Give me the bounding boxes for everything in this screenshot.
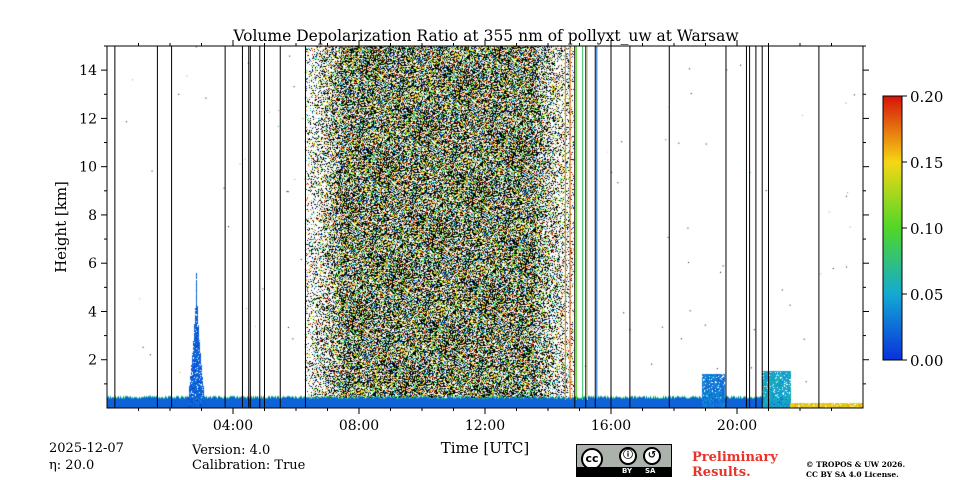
y-tick-label: 12 xyxy=(79,111,97,127)
license-line: CC BY SA 4.0 License. xyxy=(806,470,899,479)
colorbar-tick-label: 0.15 xyxy=(910,154,943,172)
share-alike-icon: ↺ xyxy=(643,447,661,465)
x-tick-label: 12:00 xyxy=(465,418,505,434)
colorbar-tick-label: 0.20 xyxy=(910,88,943,106)
badge-strip xyxy=(577,467,671,476)
attribution-icon: ⓘ xyxy=(619,447,637,465)
y-tick-label: 8 xyxy=(88,208,97,224)
y-tick-label: 10 xyxy=(79,160,97,176)
colorbar-frame xyxy=(882,95,903,361)
x-tick-label: 04:00 xyxy=(213,418,253,434)
y-tick-label: 6 xyxy=(88,256,97,272)
x-tick-label: 20:00 xyxy=(717,418,757,434)
eta-label: η: 20.0 xyxy=(49,458,95,473)
cc-license-badge: cc ⓘ ↺ BY SA xyxy=(576,444,672,477)
y-tick-label: 14 xyxy=(79,63,97,79)
by-label: BY xyxy=(622,467,633,475)
date-label: 2025-12-07 xyxy=(49,441,124,456)
colorbar-tick-label: 0.10 xyxy=(910,220,943,238)
x-axis-label: Time [UTC] xyxy=(441,439,530,457)
x-tick-label: 08:00 xyxy=(339,418,379,434)
calibration-label: Calibration: True xyxy=(192,458,306,473)
y-axis-label: Height [km] xyxy=(52,181,70,273)
results-label: Results. xyxy=(692,465,751,480)
y-tick-label: 4 xyxy=(88,304,97,320)
colorbar-tick-label: 0.00 xyxy=(910,352,943,370)
colorbar-gradient xyxy=(883,96,902,360)
chart-title: Volume Depolarization Ratio at 355 nm of… xyxy=(232,27,739,45)
copyright-line: © TROPOS & UW 2026. xyxy=(806,460,906,469)
y-tick-label: 2 xyxy=(88,353,97,369)
preliminary-label: Preliminary xyxy=(692,450,778,465)
colorbar-tick-label: 0.05 xyxy=(910,286,943,304)
x-tick-label: 16:00 xyxy=(591,418,631,434)
version-label: Version: 4.0 xyxy=(192,443,271,458)
heatmap-raster xyxy=(107,46,863,408)
sa-label: SA xyxy=(645,467,656,475)
